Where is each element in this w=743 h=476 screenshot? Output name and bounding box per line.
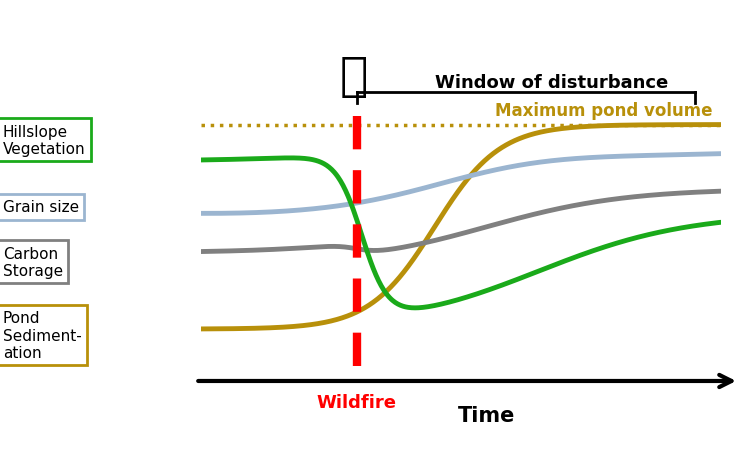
Text: Pond
Sediment-
ation: Pond Sediment- ation [3,311,82,360]
Text: Window of disturbance: Window of disturbance [435,74,668,92]
Text: Grain size: Grain size [3,200,79,215]
Text: 🔥: 🔥 [340,54,369,99]
Text: Carbon
Storage: Carbon Storage [3,246,63,278]
Text: Maximum pond volume: Maximum pond volume [496,102,713,120]
Text: Hillslope
Vegetation: Hillslope Vegetation [3,124,85,157]
Text: Wildfire: Wildfire [317,393,397,411]
Text: Time: Time [458,406,516,426]
